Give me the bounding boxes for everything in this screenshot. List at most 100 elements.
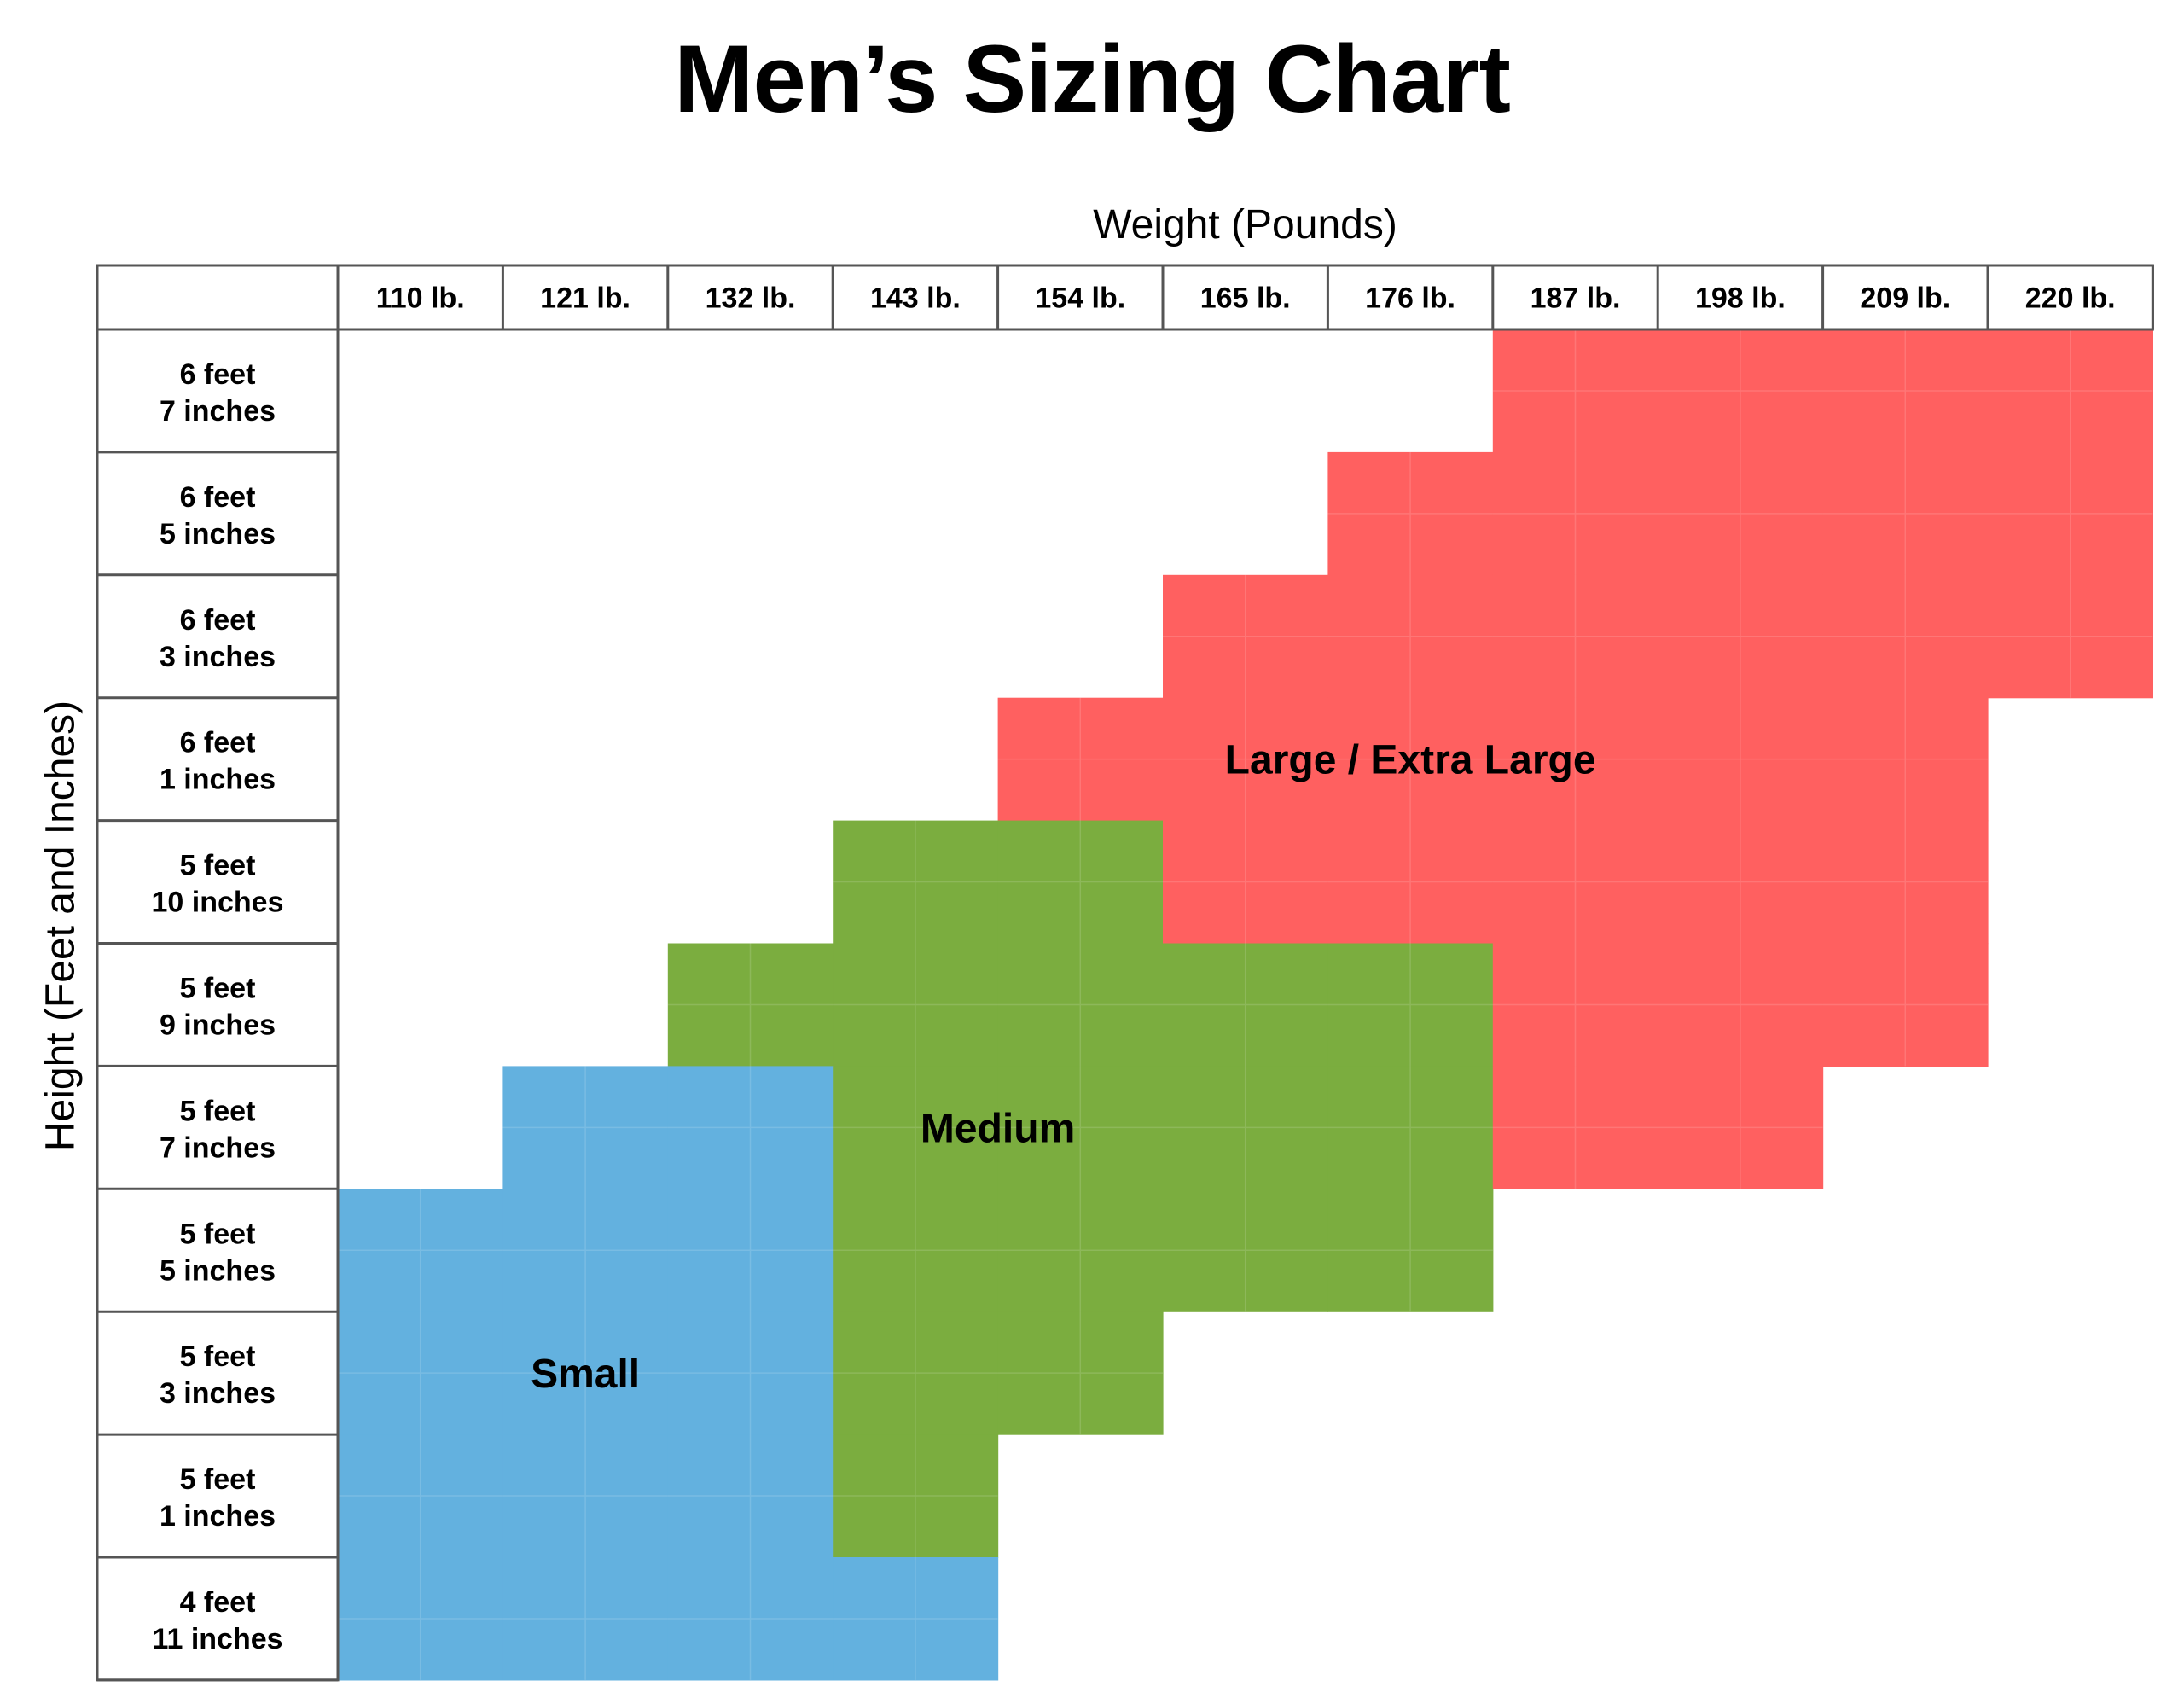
size-cell-large-extra-large xyxy=(1988,574,2153,699)
size-cell-small xyxy=(667,1434,834,1558)
cell-subgrid-line xyxy=(667,943,834,1067)
cell-subgrid-line xyxy=(502,1189,668,1312)
size-cell-large-extra-large xyxy=(1492,574,1658,699)
cell-subgrid-line xyxy=(1658,451,1823,575)
cell-subgrid-line xyxy=(833,1434,998,1557)
column-header: 209 lb. xyxy=(1860,282,1950,315)
size-label-medium: Medium xyxy=(921,1106,1075,1151)
x-axis-label: Weight (Pounds) xyxy=(1093,202,1397,247)
size-cell-medium xyxy=(833,1311,999,1435)
size-cell-large-extra-large xyxy=(1822,697,1989,822)
size-cell-medium xyxy=(1163,1066,1328,1189)
row-header-inches: 5 inches xyxy=(160,518,276,550)
size-cell-small xyxy=(667,1066,834,1189)
column-header: 187 lb. xyxy=(1531,282,1621,315)
cell-subgrid-line xyxy=(1492,574,1658,698)
cell-subgrid-line xyxy=(833,1189,998,1312)
cell-subgrid-line xyxy=(1492,820,1658,944)
row-header-feet: 6 feet xyxy=(180,727,256,759)
row-header-inches: 9 inches xyxy=(160,1009,276,1041)
cell-subgrid-line xyxy=(1327,1066,1493,1189)
size-cell-large-extra-large xyxy=(1492,820,1658,945)
size-cell-small xyxy=(667,1189,834,1312)
cell-subgrid-line xyxy=(833,820,998,944)
cell-subgrid-line xyxy=(1492,1066,1658,1189)
size-cell-small xyxy=(502,1311,669,1435)
row-header-inches: 1 inches xyxy=(160,1500,276,1532)
size-cell-large-extra-large xyxy=(1658,820,1824,945)
cell-subgrid-line xyxy=(1658,574,1823,698)
column-header: 121 lb. xyxy=(540,282,630,315)
size-cell-medium xyxy=(833,1434,999,1558)
cell-subgrid-line xyxy=(1163,697,1328,821)
size-cell-large-extra-large xyxy=(1658,451,1824,576)
cell-subgrid-line xyxy=(1492,943,1658,1067)
row-header-feet: 5 feet xyxy=(180,1463,256,1496)
row-header-feet: 6 feet xyxy=(180,358,256,391)
size-cells xyxy=(338,329,2153,1681)
cell-subgrid-line xyxy=(833,1557,998,1680)
column-header: 143 lb. xyxy=(870,282,961,315)
column-header: 154 lb. xyxy=(1035,282,1125,315)
cell-subgrid-line xyxy=(997,1189,1163,1312)
size-cell-large-extra-large xyxy=(1822,574,1989,699)
cell-subgrid-line xyxy=(502,1434,668,1557)
cell-subgrid-line xyxy=(338,1189,503,1312)
cell-subgrid-line xyxy=(1163,1066,1328,1189)
row-header-inches: 11 inches xyxy=(152,1623,282,1655)
cell-subgrid-line xyxy=(1822,820,1988,944)
size-cell-large-extra-large xyxy=(1658,943,1824,1067)
size-cell-large-extra-large xyxy=(1492,1066,1658,1189)
cell-subgrid-line xyxy=(997,820,1163,944)
cell-subgrid-line xyxy=(1822,451,1988,575)
cell-subgrid-line xyxy=(1163,820,1328,944)
cell-subgrid-line xyxy=(833,1311,998,1435)
size-cell-large-extra-large xyxy=(1822,329,1989,453)
size-cell-medium xyxy=(1327,1066,1494,1189)
size-cell-small xyxy=(502,1434,669,1558)
size-cell-large-extra-large xyxy=(1492,329,1658,453)
column-header: 110 lb. xyxy=(376,282,465,315)
page-title: Men’s Sizing Chart xyxy=(674,26,1511,132)
size-cell-medium xyxy=(833,1066,999,1189)
cell-subgrid-line xyxy=(667,1311,834,1435)
cell-subgrid-line xyxy=(667,1189,834,1312)
cell-subgrid-line xyxy=(1163,943,1328,1067)
cell-subgrid-line xyxy=(1492,451,1658,575)
cell-subgrid-line xyxy=(1822,697,1988,821)
cell-subgrid-line xyxy=(1988,574,2153,698)
size-cell-large-extra-large xyxy=(1822,820,1989,945)
cell-subgrid-line xyxy=(1327,820,1493,944)
cell-subgrid-line xyxy=(997,943,1163,1067)
size-cell-large-extra-large xyxy=(1988,329,2153,453)
row-header-inches: 10 inches xyxy=(152,887,284,919)
size-cell-large-extra-large xyxy=(1492,451,1658,576)
cell-subgrid-line xyxy=(502,1066,668,1189)
size-cell-small xyxy=(338,1434,503,1558)
cell-subgrid-line xyxy=(338,1311,503,1435)
row-header-feet: 5 feet xyxy=(180,850,256,882)
row-header-inches: 3 inches xyxy=(160,641,276,673)
cell-subgrid-line xyxy=(1327,574,1493,698)
size-cell-large-extra-large xyxy=(1163,820,1328,945)
cell-subgrid-line xyxy=(1658,1066,1823,1189)
size-cell-medium xyxy=(997,943,1164,1067)
size-cell-small xyxy=(338,1189,503,1312)
cell-subgrid-line xyxy=(1492,329,1658,452)
size-cell-large-extra-large xyxy=(1163,697,1328,822)
size-cell-medium xyxy=(997,1066,1164,1189)
size-cell-medium xyxy=(1327,943,1494,1067)
cell-subgrid-line xyxy=(338,1557,503,1680)
column-header: 132 lb. xyxy=(706,282,796,315)
size-cell-small xyxy=(667,1557,834,1681)
size-region-labels: Small Medium Large / Extra Large xyxy=(531,738,1595,1398)
cell-subgrid-line xyxy=(1163,574,1328,698)
row-header-feet: 4 feet xyxy=(180,1586,256,1619)
size-cell-large-extra-large xyxy=(1658,329,1824,453)
row-header-inches: 5 inches xyxy=(160,1254,276,1287)
size-cell-medium xyxy=(997,1311,1164,1435)
column-header: 198 lb. xyxy=(1695,282,1786,315)
cell-subgrid xyxy=(338,329,2153,1680)
row-header-inches: 7 inches xyxy=(160,395,276,427)
size-cell-large-extra-large xyxy=(1988,451,2153,576)
